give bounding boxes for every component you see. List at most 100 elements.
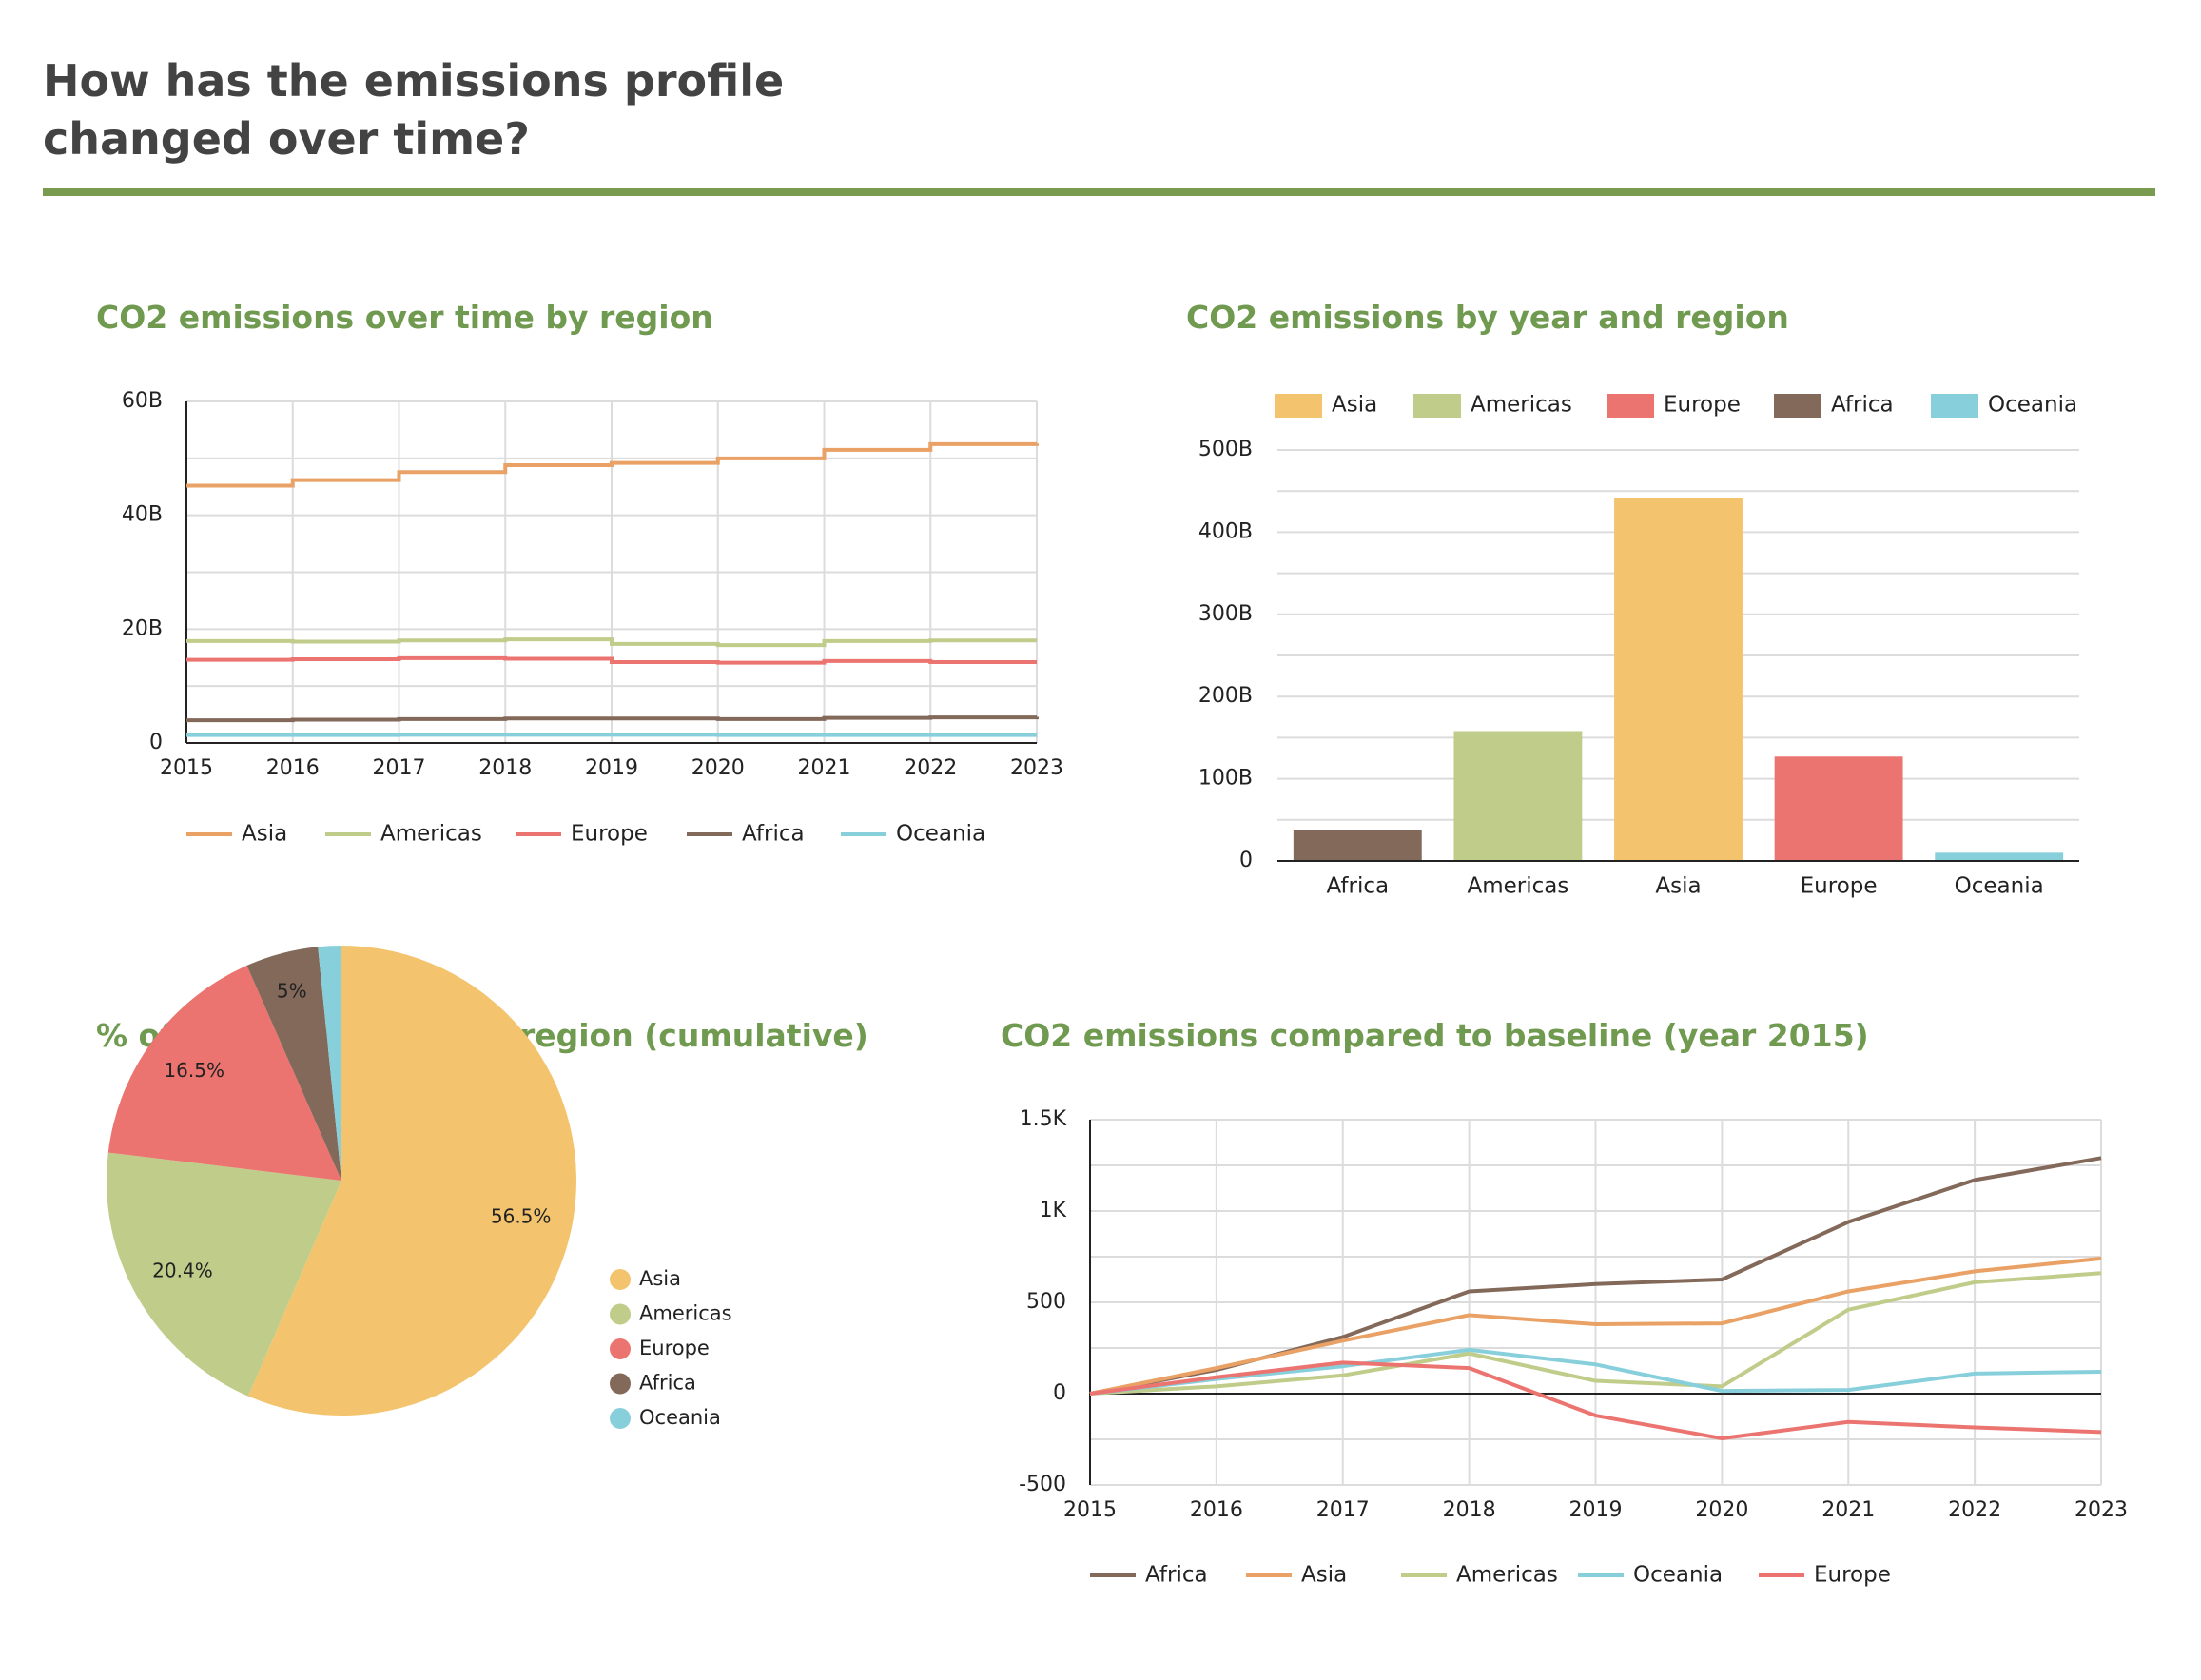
chart-bar: 0 100B 200B 300B 400B 500B Africa Americas Asia E… <box>1198 393 2079 899</box>
x-tick-label: Oceania <box>1955 874 2044 899</box>
legend-swatch-oceania <box>1931 394 1978 418</box>
x-tick-label: 2021 <box>1821 1498 1875 1522</box>
page-title-line-1: How has the emissions profile <box>43 55 785 107</box>
x-tick-label: 2017 <box>1316 1498 1370 1522</box>
legend-swatch-oceania <box>610 1408 631 1429</box>
pie-slice-asia <box>247 946 576 1416</box>
x-tick-label: 2015 <box>1063 1498 1117 1522</box>
legend-label: Oceania <box>896 822 985 847</box>
x-tick-label: 2023 <box>2074 1498 2128 1522</box>
y-tick-label: 1K <box>1040 1199 1067 1222</box>
legend-label: Africa <box>639 1372 696 1395</box>
bar-asia <box>1614 498 1743 861</box>
legend-label: Americas <box>1471 393 1572 418</box>
series-line-europe <box>186 655 1037 665</box>
y-tick-label: 400B <box>1198 519 1253 543</box>
series-line-oceania <box>1089 1347 2102 1396</box>
legend-swatch-europe <box>610 1338 631 1359</box>
bar-africa <box>1293 830 1422 861</box>
legend-label: Europe <box>1814 1563 1891 1588</box>
legend-label: Oceania <box>1988 393 2077 418</box>
x-tick-label: 2018 <box>478 756 532 780</box>
legend-swatch-asia <box>1275 394 1322 418</box>
legend-label: Oceania <box>639 1406 721 1429</box>
chart-title-bar: CO2 emissions by year and region <box>1186 299 1789 336</box>
legend-label: Oceania <box>1633 1563 1723 1588</box>
bar-oceania <box>1935 852 2064 861</box>
series-line-europe <box>1089 1360 2102 1441</box>
x-tick-label: 2020 <box>1695 1498 1748 1522</box>
pie-label-europe: 16.5% <box>164 1059 224 1082</box>
x-tick-label: Asia <box>1655 874 1701 899</box>
y-tick-label: -500 <box>1019 1473 1066 1496</box>
series-line-americas <box>186 637 1037 648</box>
x-tick-label: Africa <box>1326 874 1389 899</box>
y-tick-label: 0 <box>149 731 163 754</box>
series-line-africa <box>186 715 1039 723</box>
x-tick-label: 2020 <box>691 756 745 780</box>
chart-pie: 56.5% 20.4% 16.5% 5% Asia Americas Europe Afric… <box>106 946 732 1429</box>
x-tick-label: 2023 <box>1010 756 1063 780</box>
legend-swatch-asia <box>610 1269 631 1290</box>
legend-swatch-europe <box>1607 394 1654 418</box>
chart-title-over-time: CO2 emissions over time by region <box>96 299 713 336</box>
legend-swatch-africa <box>610 1373 631 1395</box>
x-tick-label: Europe <box>1801 874 1878 899</box>
pie-slice-africa <box>246 947 341 1181</box>
legend-label: Americas <box>1456 1563 1558 1588</box>
y-tick-label: 100B <box>1198 767 1253 791</box>
legend-label: Americas <box>380 822 482 847</box>
page-title: How has the emissions profile changed ov… <box>43 52 784 168</box>
y-tick-label: 0 <box>1053 1381 1066 1405</box>
x-tick-label: 2017 <box>373 756 426 780</box>
x-tick-label: 2016 <box>1190 1498 1243 1522</box>
x-tick-label: 2018 <box>1443 1498 1496 1522</box>
legend-label: Asia <box>242 822 287 847</box>
x-tick-label: 2019 <box>585 756 638 780</box>
pie-slice-europe <box>107 965 341 1181</box>
x-tick-label: 2022 <box>1948 1498 2001 1522</box>
y-tick-label: 20B <box>122 616 163 640</box>
legend-label: Asia <box>1301 1563 1347 1588</box>
y-tick-label: 200B <box>1198 684 1253 708</box>
legend-swatch-americas <box>1413 394 1461 418</box>
x-tick-label: 2022 <box>904 756 957 780</box>
y-tick-label: 500B <box>1198 438 1253 461</box>
x-tick-label: 2016 <box>266 756 320 780</box>
x-tick-label: 2021 <box>798 756 851 780</box>
legend-label: Americas <box>639 1302 732 1325</box>
legend-label: Europe <box>1664 393 1741 418</box>
y-tick-label: 40B <box>122 503 163 527</box>
legend-label: Europe <box>639 1337 710 1359</box>
legend-label: Asia <box>639 1267 681 1290</box>
pie-slice-americas <box>106 1152 341 1397</box>
pie-slice-oceania <box>318 946 341 1181</box>
bar-americas <box>1453 731 1583 861</box>
x-tick-label: 2019 <box>1569 1498 1623 1522</box>
x-tick-label: Americas <box>1467 874 1568 899</box>
series-line-americas <box>1089 1271 2102 1396</box>
chart-baseline: -500 0 500 1K 1.5K 2015 2016 2017 2018 2019 2020 20… <box>1019 1107 2128 1588</box>
x-tick-label: 2015 <box>160 756 213 780</box>
y-tick-label: 1.5K <box>1020 1107 1067 1131</box>
title-divider <box>43 188 2155 196</box>
pie-label-africa: 5% <box>277 979 307 1002</box>
legend-swatch-africa <box>1774 394 1821 418</box>
series-line-asia <box>1089 1256 2102 1396</box>
legend-label: Europe <box>571 822 648 847</box>
chart-over-time: 0 20B 40B 60B 2015 2016 2017 2018 2019 2020 2021 20… <box>122 389 1063 847</box>
legend-label: Africa <box>1145 1563 1208 1588</box>
y-tick-label: 0 <box>1239 849 1253 872</box>
page-title-line-2: changed over time? <box>43 113 530 165</box>
legend-label: Asia <box>1332 393 1377 418</box>
legend-swatch-americas <box>610 1303 631 1325</box>
bar-europe <box>1774 756 1903 861</box>
y-tick-label: 300B <box>1198 602 1253 626</box>
y-tick-label: 500 <box>1026 1290 1066 1314</box>
series-line-asia <box>186 441 1039 488</box>
legend-label: Africa <box>1831 393 1894 418</box>
chart-title-baseline: CO2 emissions compared to baseline (year… <box>1001 1017 1869 1054</box>
y-tick-label: 60B <box>122 389 163 413</box>
pie-label-asia: 56.5% <box>491 1205 552 1228</box>
